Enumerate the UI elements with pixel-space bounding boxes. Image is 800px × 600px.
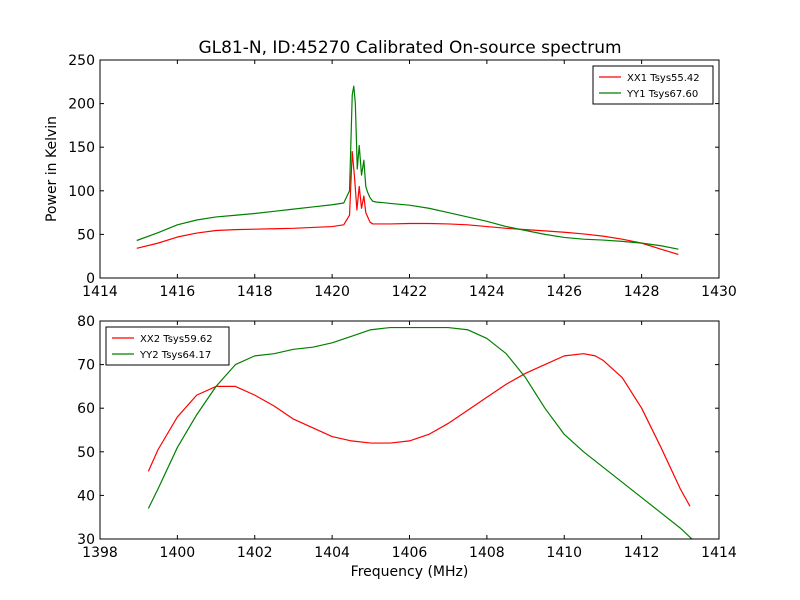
bottom-panel: 1398 1400 1402 1404 1406 1408 1410 1412 1414 30 40…: [77, 314, 737, 580]
bottom-series-line-1: [147, 353, 691, 507]
bottom-y-tick-label: 60: [77, 401, 95, 417]
bottom-x-tick-label: 1412: [624, 545, 660, 561]
top-y-tick-label: 200: [68, 97, 95, 113]
bottom-y-tick-label: 50: [77, 445, 95, 461]
figure-title: GL81-N, ID:45270 Calibrated On-source sp…: [198, 38, 621, 58]
bottom-x-tick-label: 1410: [546, 545, 582, 561]
top-y-tick-label: 150: [68, 140, 95, 156]
top-x-tick-label: 1422: [392, 284, 428, 300]
bottom-x-tick-label: 1414: [701, 545, 737, 561]
top-x-tick-label: 1428: [624, 284, 660, 300]
bottom-series-line-2: [147, 326, 693, 539]
bottom-y-tick-label: 70: [77, 358, 95, 374]
bottom-y-tick-label: 40: [77, 488, 95, 504]
bottom-legend-box: [105, 326, 230, 366]
top-legend-label-2: YY1 Tsys67.60: [626, 89, 698, 100]
top-x-tick-label: 1420: [314, 284, 350, 300]
top-y-tick-label: 100: [68, 184, 95, 200]
top-panel: 1414 1416 1418 1420 1422 1424 1426 1428 1430 0 50 1…: [44, 53, 737, 300]
top-y-tick-label: 0: [86, 271, 95, 287]
top-ticks: 1414 1416 1418 1420 1422 1424 1426 1428 1430 0 50 1…: [68, 53, 737, 300]
bottom-x-tick-label: 1398: [82, 545, 118, 561]
bottom-x-tick-label: 1406: [392, 545, 428, 561]
top-x-tick-label: 1416: [160, 284, 196, 300]
top-x-tick-label: 1430: [701, 284, 737, 300]
top-legend-box: [592, 65, 714, 105]
top-y-tick-label: 250: [68, 53, 95, 69]
bottom-x-tick-label: 1400: [160, 545, 196, 561]
bottom-legend-label-1: XX2 Tsys59.62: [140, 334, 213, 345]
top-y-axis-label: Power in Kelvin: [44, 116, 60, 222]
top-series-line-1: [136, 150, 679, 256]
bottom-legend: XX2 Tsys59.62 YY2 Tsys64.17: [105, 326, 230, 366]
bottom-y-tick-label: 30: [77, 532, 95, 548]
top-x-tick-label: 1414: [82, 284, 118, 300]
bottom-x-tick-label: 1404: [314, 545, 350, 561]
top-legend-label-1: XX1 Tsys55.42: [627, 73, 700, 84]
bottom-x-tick-label: 1402: [237, 545, 273, 561]
top-legend: XX1 Tsys55.42 YY1 Tsys67.60: [592, 65, 714, 105]
top-x-tick-label: 1418: [237, 284, 273, 300]
top-x-tick-label: 1426: [546, 284, 582, 300]
top-series-line-2: [136, 85, 679, 250]
top-x-tick-label: 1424: [469, 284, 505, 300]
bottom-plot-lines: [147, 326, 693, 539]
bottom-y-tick-label: 80: [77, 314, 95, 330]
bottom-x-tick-label: 1408: [469, 545, 505, 561]
top-plot-lines: [136, 85, 679, 256]
bottom-legend-label-2: YY2 Tsys64.17: [139, 350, 211, 361]
bottom-ticks: 1398 1400 1402 1404 1406 1408 1410 1412 1414 30 40…: [77, 314, 737, 561]
top-y-tick-label: 50: [77, 227, 95, 243]
bottom-x-axis-label: Frequency (MHz): [351, 564, 469, 580]
